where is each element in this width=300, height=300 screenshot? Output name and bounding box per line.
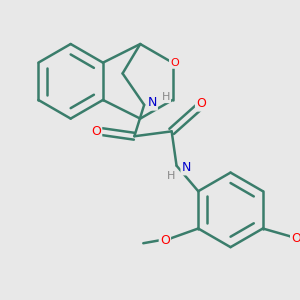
Text: N: N — [182, 161, 191, 174]
Text: O: O — [291, 232, 300, 245]
Text: O: O — [196, 98, 206, 110]
Text: O: O — [160, 234, 170, 247]
Text: H: H — [162, 92, 170, 102]
Text: H: H — [167, 170, 175, 181]
Text: O: O — [91, 125, 101, 138]
Text: N: N — [147, 96, 157, 110]
Text: O: O — [170, 58, 179, 68]
